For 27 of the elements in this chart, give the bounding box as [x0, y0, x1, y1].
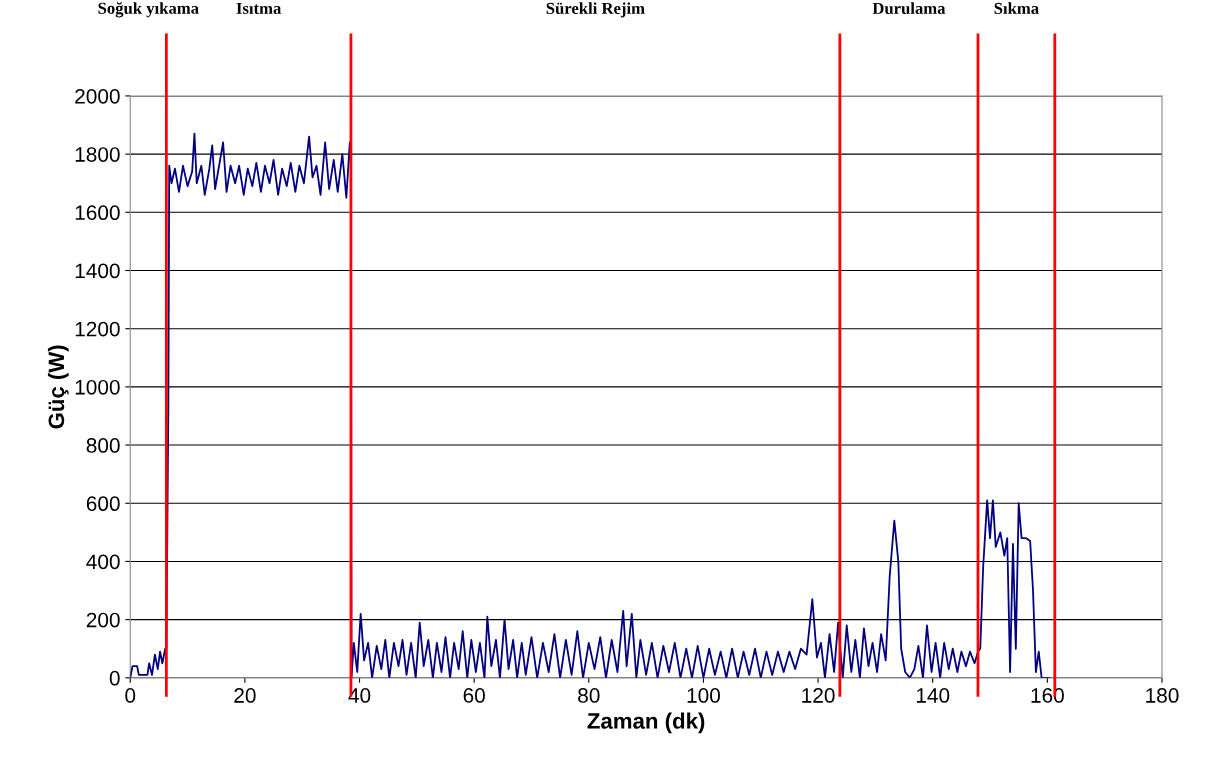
y-tick-label: 800: [86, 438, 120, 453]
text: Sürekli Rejim: [546, 2, 645, 18]
x-tick-label: 140: [916, 688, 950, 703]
y-tick-label: 600: [86, 496, 120, 512]
y-tick-label: 200: [86, 612, 120, 628]
text: Isıtma: [236, 2, 282, 14]
y-tick-label: 0: [109, 670, 120, 686]
y-axis-title: Güç (W): [47, 345, 69, 429]
y-tick-label: 1200: [75, 321, 120, 337]
x-tick-label: 100: [687, 688, 720, 703]
x-tick-label: 60: [463, 688, 485, 703]
y-tick-label: 1400: [75, 263, 120, 279]
x-tick-label: 20: [234, 688, 256, 703]
x-tick-label: 120: [802, 688, 835, 703]
x-tick-label: 0: [125, 688, 136, 703]
x-tick-label: 80: [578, 688, 600, 703]
y-tick-label: 1000: [75, 379, 120, 395]
x-tick-label: 180: [1146, 688, 1179, 703]
y-tick-label: 1800: [75, 147, 120, 162]
y-tick-label: 2000: [75, 88, 120, 104]
text: Soğuk yıkama: [98, 1, 199, 18]
text: Sıkma: [994, 2, 1039, 14]
y-tick-label: 1600: [75, 205, 120, 221]
x-axis-title: Zaman (dk): [587, 712, 705, 734]
y-tick-label: 400: [86, 554, 120, 570]
x-tick-label: 40: [348, 688, 371, 703]
text: Durulama: [872, 2, 946, 15]
